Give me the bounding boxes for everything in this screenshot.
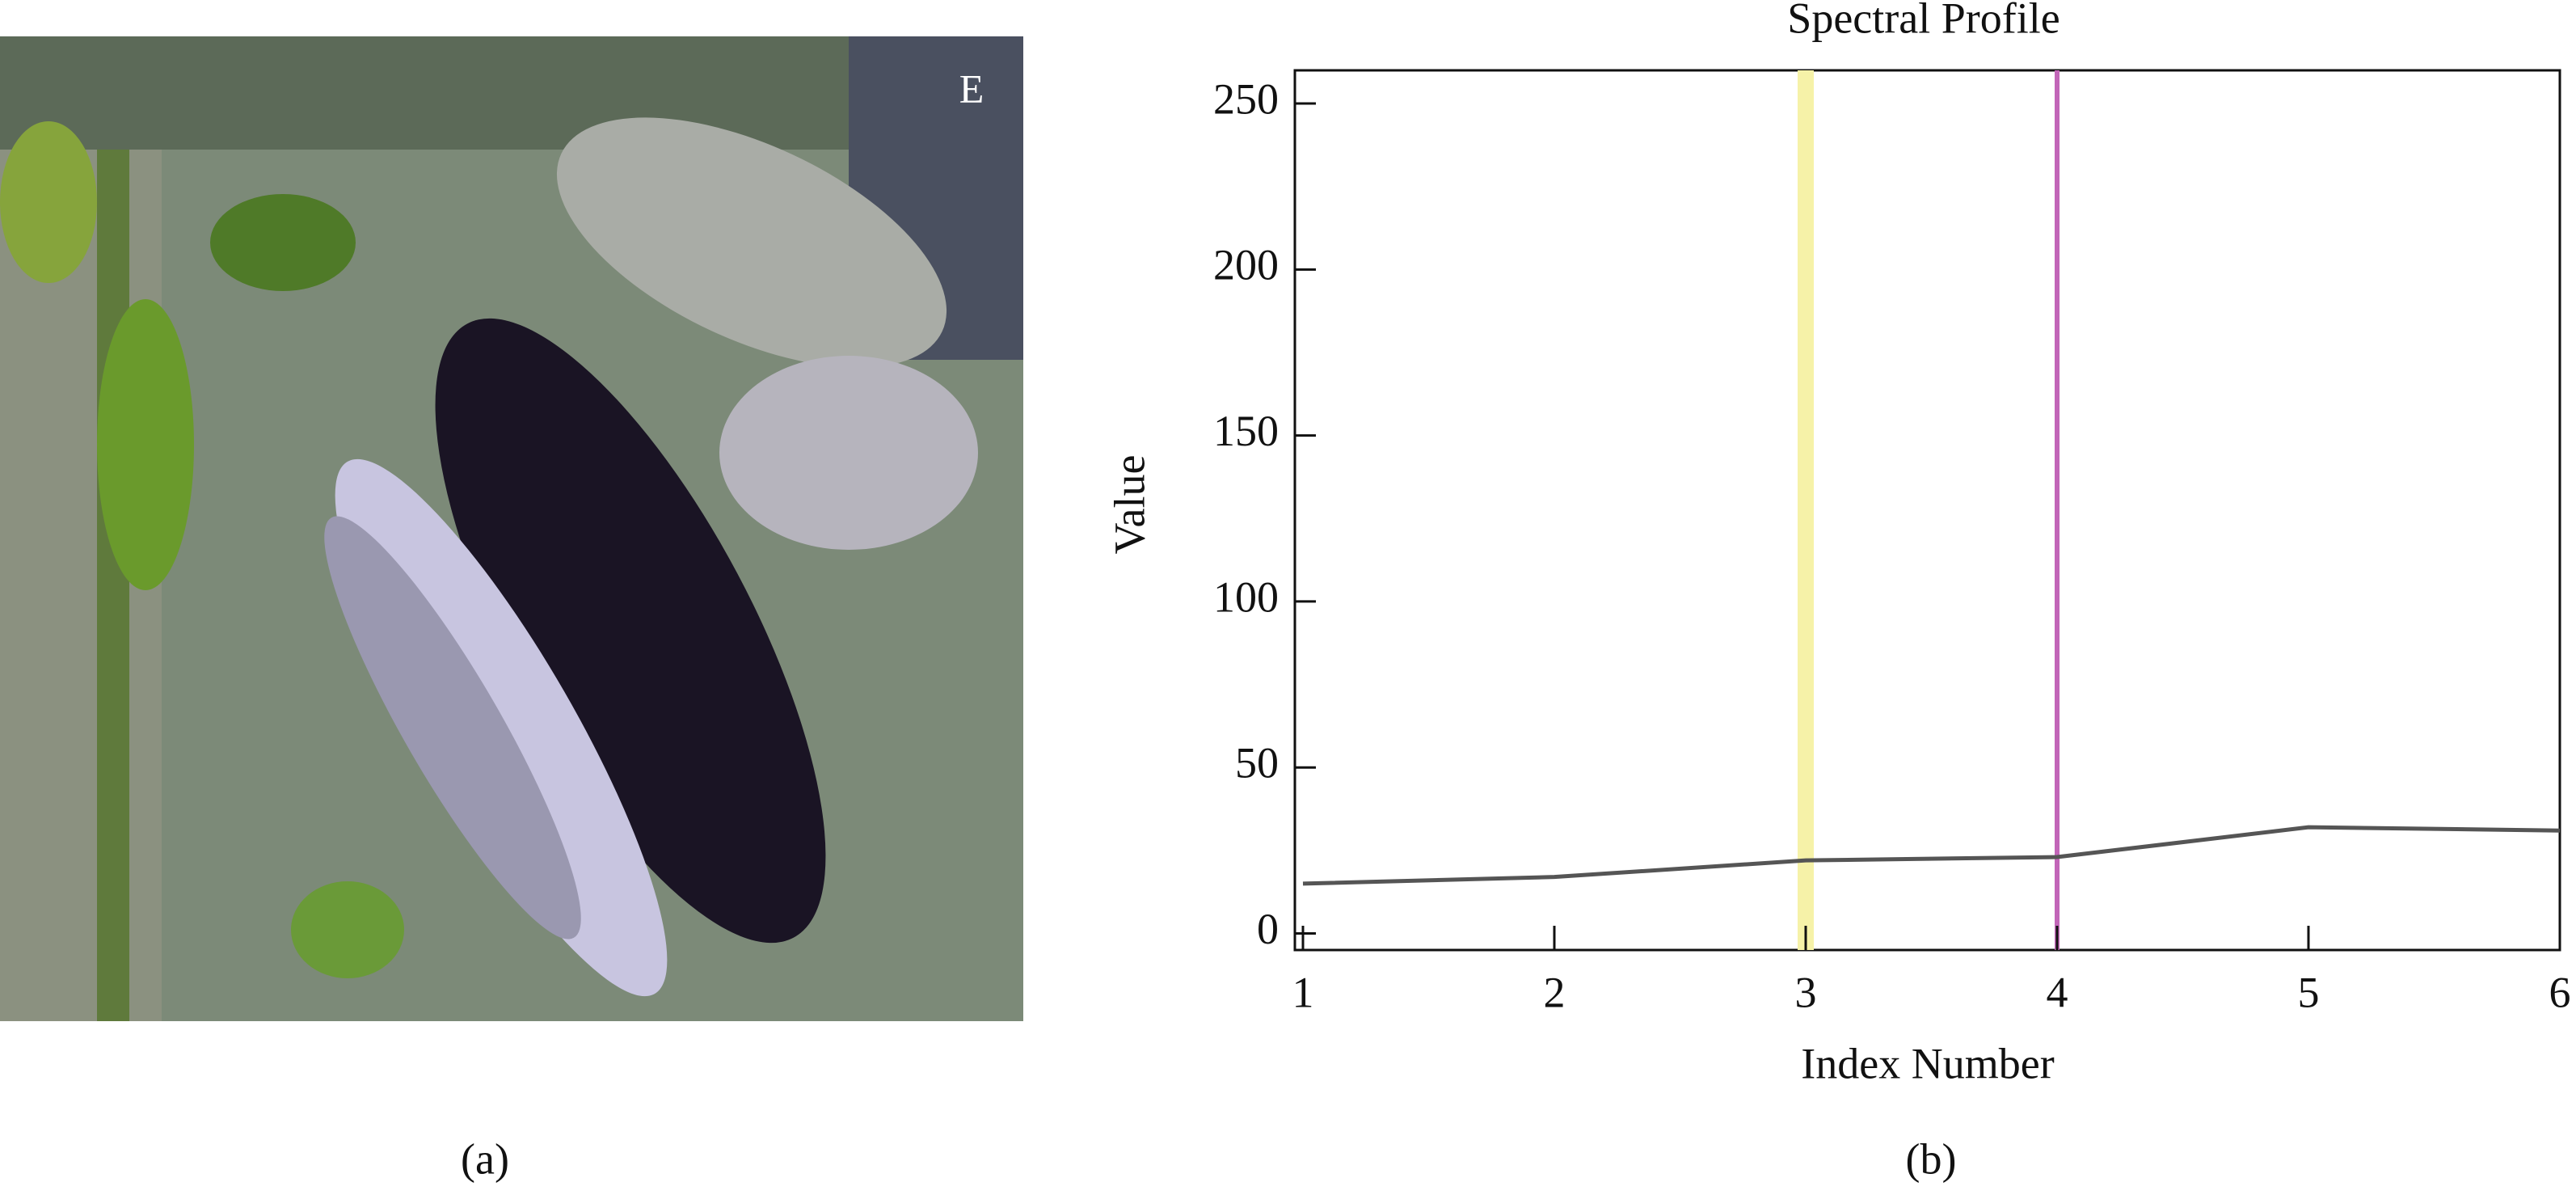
y-axis-label: Value: [1105, 455, 1153, 555]
x-tick-label: 4: [2047, 968, 2068, 1016]
caption-a: (a): [461, 1134, 509, 1183]
x-tick-label: 6: [2549, 968, 2571, 1016]
series-line: [1302, 825, 2561, 886]
y-tick-label: 250: [1213, 74, 1279, 123]
x-tick-label: 2: [1544, 968, 1566, 1016]
satellite-image: E: [0, 36, 1023, 1021]
y-tick-label: 150: [1213, 407, 1279, 455]
y-tick-label: 100: [1213, 572, 1279, 621]
y-tick-label: 50: [1235, 739, 1279, 788]
chart-title: Spectral Profile: [1787, 0, 2060, 42]
y-tick-label: 0: [1257, 905, 1279, 953]
plot-frame: [1293, 69, 2561, 952]
x-tick-label: 5: [2298, 968, 2320, 1016]
y-tick-label: 200: [1213, 241, 1279, 289]
image-marker: E: [959, 65, 984, 111]
caption-b: (b): [1906, 1134, 1957, 1183]
x-tick-label: 3: [1795, 968, 1817, 1016]
x-axis-label: Index Number: [1801, 1039, 2054, 1087]
x-tick-label: 1: [1292, 968, 1314, 1016]
